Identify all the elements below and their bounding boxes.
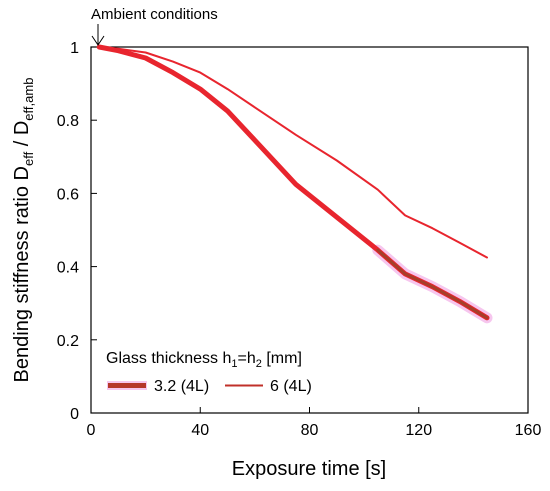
legend-title: Glass thickness h1=h2 [mm] [106,350,302,370]
y-tick-label: 0 [70,406,79,423]
x-tick-label: 160 [515,422,542,439]
x-tick-label: 0 [87,422,96,439]
legend-title-unit: [mm] [262,350,302,367]
y-tick-label: 0.2 [57,333,79,350]
y-axis-label-mid: / D [11,121,33,152]
legend-title-sub1: 1 [231,358,237,370]
annotation-text: Ambient conditions [91,6,218,23]
y-axis-label-sub2: eff,amb [21,78,36,121]
series-tail-overlay [376,248,489,320]
y-tick-label: 1 [70,40,79,57]
series-line-2 [98,46,488,259]
x-axis-label: Exposure time [s] [232,458,387,480]
y-tick-label: 0.8 [57,113,79,130]
y-axis-label-sub1: eff [21,151,36,166]
ticks: 0 40 80 120 160 0 0.2 0.4 0.6 0.8 1 [57,40,542,439]
legend-entry-1: 3.2 (4L) [154,378,209,395]
y-tick-label: 0.6 [57,186,79,203]
annotation-arrow [91,24,105,46]
y-tick-label: 0.4 [57,260,79,277]
y-axis-label-main: Bending stiffness ratio D [11,166,33,382]
series-line-1 [96,44,490,321]
y-axis-label: Bending stiffness ratio Deff / Deff,amb [11,78,36,383]
x-tick-label: 120 [405,422,432,439]
legend: Glass thickness h1=h2 [mm] 3.2 (4L) 6 (4… [106,350,312,395]
series-group [96,44,493,324]
legend-title-sub2: 2 [256,358,262,370]
x-tick-label: 80 [301,422,319,439]
legend-entry-2: 6 (4L) [270,378,312,395]
x-tick-label: 40 [191,422,209,439]
legend-title-main: Glass thickness h [106,350,231,367]
legend-title-mid: =h [238,350,256,367]
